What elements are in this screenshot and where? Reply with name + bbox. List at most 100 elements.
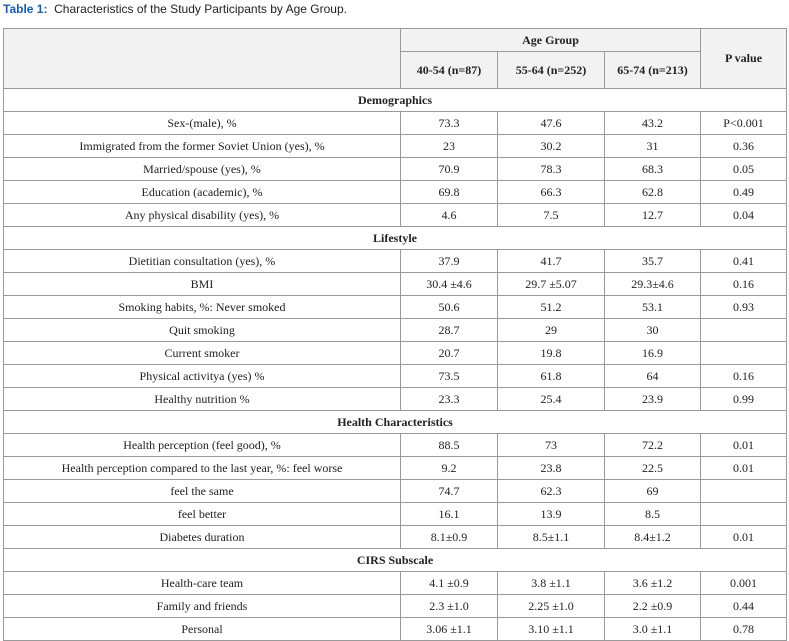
cell: 0.05 bbox=[700, 157, 788, 181]
cell: 16.1 bbox=[400, 502, 498, 526]
cell: 0.04 bbox=[700, 203, 788, 227]
p-header: P value bbox=[700, 28, 788, 89]
cell: 3.10 ±1.1 bbox=[497, 617, 605, 641]
cell: 22.5 bbox=[603, 456, 702, 480]
cell: 50.6 bbox=[400, 295, 498, 319]
group-header: Age Group bbox=[399, 28, 702, 52]
cell: 70.9 bbox=[400, 157, 498, 181]
column-header: 65-74 (n=213) bbox=[603, 51, 702, 89]
cell: 19.8 bbox=[497, 341, 605, 365]
section-row: Demographics bbox=[2, 88, 788, 112]
row-label: feel better bbox=[3, 502, 401, 526]
cell: 3.06 ±1.1 bbox=[400, 617, 498, 641]
cell: 66.3 bbox=[497, 180, 605, 204]
cell: 0.99 bbox=[700, 387, 788, 411]
data-row: Any physical disability (yes), % 4.6 7.5 12… bbox=[3, 203, 788, 227]
row-label: Quit smoking bbox=[3, 318, 401, 342]
data-row: feel the same 74.7 62.3 69 bbox=[3, 479, 788, 503]
row-label: BMI bbox=[3, 272, 401, 296]
row-label: Education (academic), % bbox=[3, 180, 401, 204]
cell: 2.3 ±1.0 bbox=[400, 594, 498, 618]
cell: 72.2 bbox=[603, 433, 702, 457]
data-row: Physical activitya (yes) % 73.5 61.8 64 0.16 bbox=[3, 364, 788, 388]
row-label: feel the same bbox=[3, 479, 401, 503]
cell: 0.16 bbox=[700, 364, 788, 388]
cell: 28.7 bbox=[400, 318, 498, 342]
data-row: Personal 3.06 ±1.1 3.10 ±1.1 3.0 ±1.1 0.78 bbox=[3, 617, 788, 641]
cell: 29 bbox=[497, 318, 605, 342]
cell: 3.0 ±1.1 bbox=[603, 617, 702, 641]
data-row: Immigrated from the former Soviet Union … bbox=[3, 134, 788, 158]
cell: 7.5 bbox=[497, 203, 605, 227]
cell: 43.2 bbox=[603, 111, 702, 135]
section-title: Demographics bbox=[2, 88, 788, 112]
cell bbox=[700, 341, 788, 365]
cell: 3.8 ±1.1 bbox=[497, 571, 605, 595]
column-header: 40-54 (n=87) bbox=[400, 51, 498, 89]
data-row: Current smoker 20.7 19.8 16.9 bbox=[3, 341, 788, 365]
row-label: Health-care team bbox=[3, 571, 401, 595]
cell: 73 bbox=[497, 433, 605, 457]
cell: 41.7 bbox=[497, 249, 605, 273]
row-label: Diabetes duration bbox=[3, 525, 401, 549]
cell: 69 bbox=[603, 479, 702, 503]
cell: 64 bbox=[603, 364, 702, 388]
row-label: Personal bbox=[3, 617, 401, 641]
cell: 0.93 bbox=[700, 295, 788, 319]
data-row: BMI 30.4 ±4.6 29.7 ±5.07 29.3±4.6 0.16 bbox=[3, 272, 788, 296]
cell: 73.5 bbox=[400, 364, 498, 388]
cell: 0.01 bbox=[700, 525, 788, 549]
cell: 68.3 bbox=[603, 157, 702, 181]
cell bbox=[700, 479, 788, 503]
cell: 20.7 bbox=[400, 341, 498, 365]
cell: 0.01 bbox=[700, 433, 788, 457]
cell bbox=[700, 318, 788, 342]
cell: 78.3 bbox=[497, 157, 605, 181]
section-title: CIRS Subscale bbox=[2, 548, 788, 572]
cell: 62.8 bbox=[603, 180, 702, 204]
cell: 0.01 bbox=[700, 456, 788, 480]
cell: 29.7 ±5.07 bbox=[497, 272, 605, 296]
section-row: CIRS Subscale bbox=[2, 548, 788, 572]
row-label: Family and friends bbox=[3, 594, 401, 618]
cell: 0.001 bbox=[700, 571, 788, 595]
cell: 0.16 bbox=[700, 272, 788, 296]
row-label: Immigrated from the former Soviet Union … bbox=[3, 134, 401, 158]
row-label: Smoking habits, %: Never smoked bbox=[3, 295, 401, 319]
cell: 62.3 bbox=[497, 479, 605, 503]
cell: 35.7 bbox=[603, 249, 702, 273]
cell: 3.6 ±1.2 bbox=[603, 571, 702, 595]
cell: 13.9 bbox=[497, 502, 605, 526]
data-row: Health-care team 4.1 ±0.9 3.8 ±1.1 3.6 ±1.2… bbox=[3, 571, 788, 595]
section-row: Lifestyle bbox=[2, 226, 788, 250]
cell: 0.44 bbox=[700, 594, 788, 618]
data-row: Education (academic), % 69.8 66.3 62.8 0.49 bbox=[3, 180, 788, 204]
cell: P<0.001 bbox=[700, 111, 788, 135]
cell: 47.6 bbox=[497, 111, 605, 135]
cell: 23.9 bbox=[603, 387, 702, 411]
cell: 51.2 bbox=[497, 295, 605, 319]
row-label: Dietitian consultation (yes), % bbox=[3, 249, 401, 273]
cell: 30 bbox=[603, 318, 702, 342]
table: Age Group P value 40-54 (n=87) 55-64 (n=2… bbox=[2, 28, 788, 641]
column-header: 55-64 (n=252) bbox=[497, 51, 605, 89]
row-label: Sex-(male), % bbox=[3, 111, 401, 135]
cell: 23.8 bbox=[497, 456, 605, 480]
cell bbox=[700, 502, 788, 526]
section-row: Health Characteristics bbox=[2, 410, 788, 434]
section-title: Health Characteristics bbox=[2, 410, 788, 434]
row-label: Married/spouse (yes), % bbox=[3, 157, 401, 181]
cell: 2.25 ±1.0 bbox=[497, 594, 605, 618]
cell: 23 bbox=[400, 134, 498, 158]
data-row: Healthy nutrition % 23.3 25.4 23.9 0.99 bbox=[3, 387, 788, 411]
cell: 16.9 bbox=[603, 341, 702, 365]
cell: 25.4 bbox=[497, 387, 605, 411]
row-label: Physical activitya (yes) % bbox=[3, 364, 401, 388]
cell: 88.5 bbox=[400, 433, 498, 457]
row-label: Health perception (feel good), % bbox=[3, 433, 401, 457]
data-row: Health perception (feel good), % 88.5 73 72… bbox=[3, 433, 788, 457]
cell: 8.1±0.9 bbox=[400, 525, 498, 549]
row-label: Healthy nutrition % bbox=[3, 387, 401, 411]
cell: 53.1 bbox=[603, 295, 702, 319]
section-title: Lifestyle bbox=[2, 226, 788, 250]
